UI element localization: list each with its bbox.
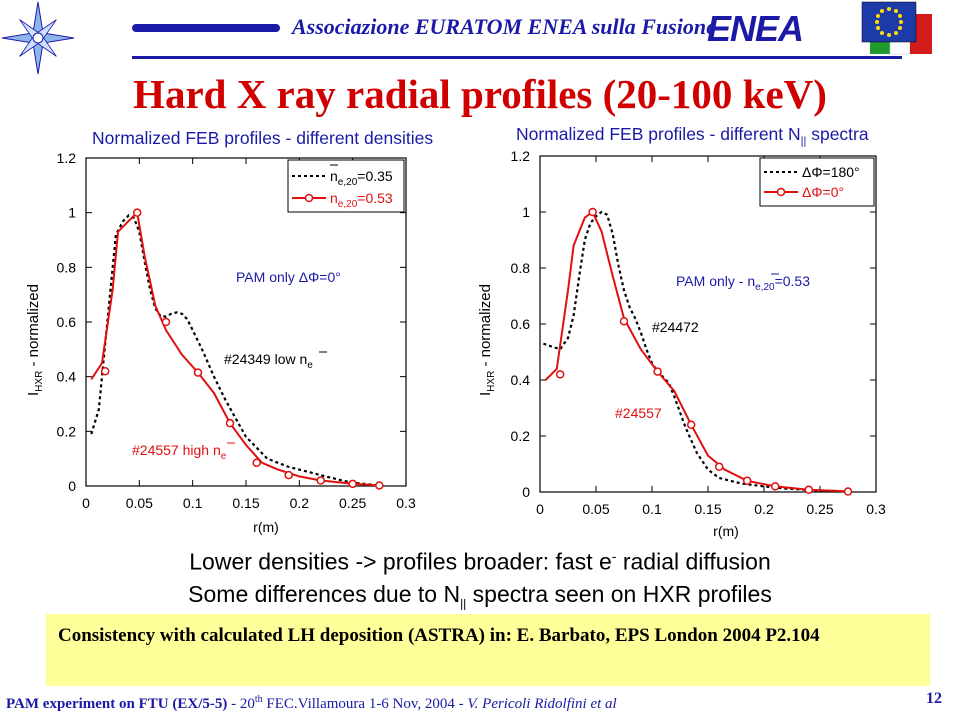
chart1-legend-entry-2: ne,20=0.53	[330, 190, 393, 210]
c2-y-tick-label: 0.4	[511, 372, 531, 388]
c1-data-point	[100, 366, 110, 376]
chart1-annotation-high: #24557 high ne	[132, 442, 227, 462]
c2-data-point	[714, 462, 724, 472]
c2-data-point	[555, 370, 565, 379]
c1-data-point	[252, 458, 261, 468]
chart2-series-dashed-line	[543, 210, 849, 493]
c2-data-point	[686, 420, 696, 430]
c1-y-tick-label: 0.8	[57, 259, 77, 275]
c1-y-tick-label: 0.6	[57, 314, 77, 330]
caption-line-2: Some differences due to N|| spectra seen…	[188, 580, 772, 611]
c1-data-point	[193, 368, 203, 377]
chart1-xlabel: r(m)	[253, 519, 279, 535]
c2-x-tick-label: 0.05	[582, 501, 609, 517]
chart1-series-red-markers	[100, 208, 384, 490]
chart1-annotation-low: #24349 low ne	[224, 351, 313, 371]
c1-data-point	[132, 208, 142, 217]
c1-y-tick-label: 0.4	[57, 369, 77, 385]
c2-data-point	[653, 367, 662, 376]
chart1-ylabel: IHXR - normalized	[25, 284, 45, 396]
c2-x-tick-label: 0.15	[694, 501, 721, 517]
c1-y-tick-label: 1	[68, 205, 76, 221]
header-bar	[132, 24, 280, 32]
c2-data-point	[770, 482, 780, 491]
c1-x-tick-label: 0.25	[339, 495, 366, 511]
c2-x-tick-label: 0.25	[806, 501, 833, 517]
c1-x-tick-label: 0.2	[290, 495, 310, 511]
c1-data-point	[348, 479, 357, 489]
c2-y-tick-label: 1	[522, 204, 530, 220]
c1-data-point	[161, 317, 171, 327]
chart2: IHXR - normalized 0 0.2 0.4 0.6 0.8 1 1.2 0 0.0…	[477, 148, 886, 539]
chart1-legend: ne,20=0.35 ne,20=0.53	[287, 159, 405, 213]
chart1: IHXR - normalized 0 0.2 0.4 0.6 0.8 1 1.2 0 0.0…	[25, 150, 416, 535]
c2-y-tick-label: 0.8	[511, 260, 531, 276]
c1-data-point	[284, 470, 293, 480]
c1-y-tick-label: 1.2	[57, 150, 77, 166]
c2-x-tick-label: 0	[536, 501, 544, 517]
c2-y-tick-label: 1.2	[511, 148, 531, 164]
footer: PAM experiment on FTU (EX/5-5) - 20th FE…	[6, 694, 617, 712]
c1-data-point	[375, 481, 384, 490]
chart1-series-dashed-line	[90, 214, 385, 487]
chart2-legend-entry-2: ΔΦ=0°	[802, 184, 844, 200]
c1-x-tick-label: 0.1	[183, 495, 203, 511]
chart1-legend-entry-1: ne,20=0.35	[330, 168, 393, 188]
chart2-x-ticks: 0 0.05 0.1 0.15 0.2 0.25 0.3	[536, 501, 886, 517]
reference-box: Consistency with calculated LH depositio…	[46, 614, 930, 686]
chart2-legend: ΔΦ=180° ΔΦ=0°	[759, 157, 875, 207]
c1-data-point	[225, 418, 235, 428]
c2-data-point	[843, 487, 853, 496]
eu-italy-flag-icon	[861, 1, 932, 55]
c2-data-point	[588, 207, 597, 217]
c2-y-tick-label: 0	[522, 484, 530, 500]
chart1-x-ticks: 0 0.05 0.1 0.15 0.2 0.25 0.3	[82, 495, 416, 511]
chart2-annotation-pam: PAM only - ne,20=0.53	[676, 273, 810, 293]
chart2-annotation-24472: #24472	[652, 319, 699, 335]
chart1-title: Normalized FEB profiles - different dens…	[92, 128, 434, 148]
c1-x-tick-label: 0	[82, 495, 90, 511]
c2-x-tick-label: 0.1	[642, 501, 662, 517]
caption: Lower densities -> profiles broader: fas…	[0, 540, 960, 619]
c2-y-tick-label: 0.6	[511, 316, 531, 332]
caption-line-1: Lower densities -> profiles broader: fas…	[189, 548, 771, 575]
chart2-series-red-line	[544, 210, 849, 493]
association-name: Associazione EURATOM ENEA sulla Fusione	[292, 14, 716, 39]
c1-x-tick-label: 0.05	[126, 495, 153, 511]
chart2-title: Normalized FEB profiles - different N|| …	[516, 124, 869, 148]
chart1-annotation-pam: PAM only ΔΦ=0°	[236, 269, 341, 285]
enea-logo: ENEA	[707, 8, 804, 49]
c2-x-tick-label: 0.2	[754, 501, 774, 517]
slide-title: Hard X ray radial profiles (20-100 keV)	[133, 71, 827, 117]
chart2-ylabel: IHXR - normalized	[477, 284, 497, 396]
chart2-annotation-24557: #24557	[615, 405, 662, 421]
c1-x-tick-label: 0.15	[232, 495, 259, 511]
chart2-y-ticks: 0 0.2 0.4 0.6 0.8 1 1.2	[511, 148, 531, 500]
chart1-series-red-line	[90, 210, 380, 487]
c2-y-tick-label: 0.2	[511, 428, 531, 444]
c2-data-point	[742, 476, 752, 486]
c1-y-tick-label: 0.2	[57, 423, 77, 439]
chart2-xlabel: r(m)	[713, 523, 739, 539]
chart2-legend-entry-1: ΔΦ=180°	[802, 164, 860, 180]
header-rule	[132, 56, 902, 59]
c2-data-point	[804, 485, 814, 495]
chart2-series-red-markers	[555, 207, 853, 496]
c1-data-point	[316, 476, 325, 485]
page-number: 12	[926, 690, 942, 707]
c2-x-tick-label: 0.3	[866, 501, 886, 517]
c2-data-point	[619, 316, 629, 326]
c1-y-tick-label: 0	[68, 478, 76, 494]
star-logo-icon	[1, 1, 75, 75]
c1-x-tick-label: 0.3	[396, 495, 416, 511]
chart1-y-ticks: 0 0.2 0.4 0.6 0.8 1 1.2	[57, 150, 77, 494]
